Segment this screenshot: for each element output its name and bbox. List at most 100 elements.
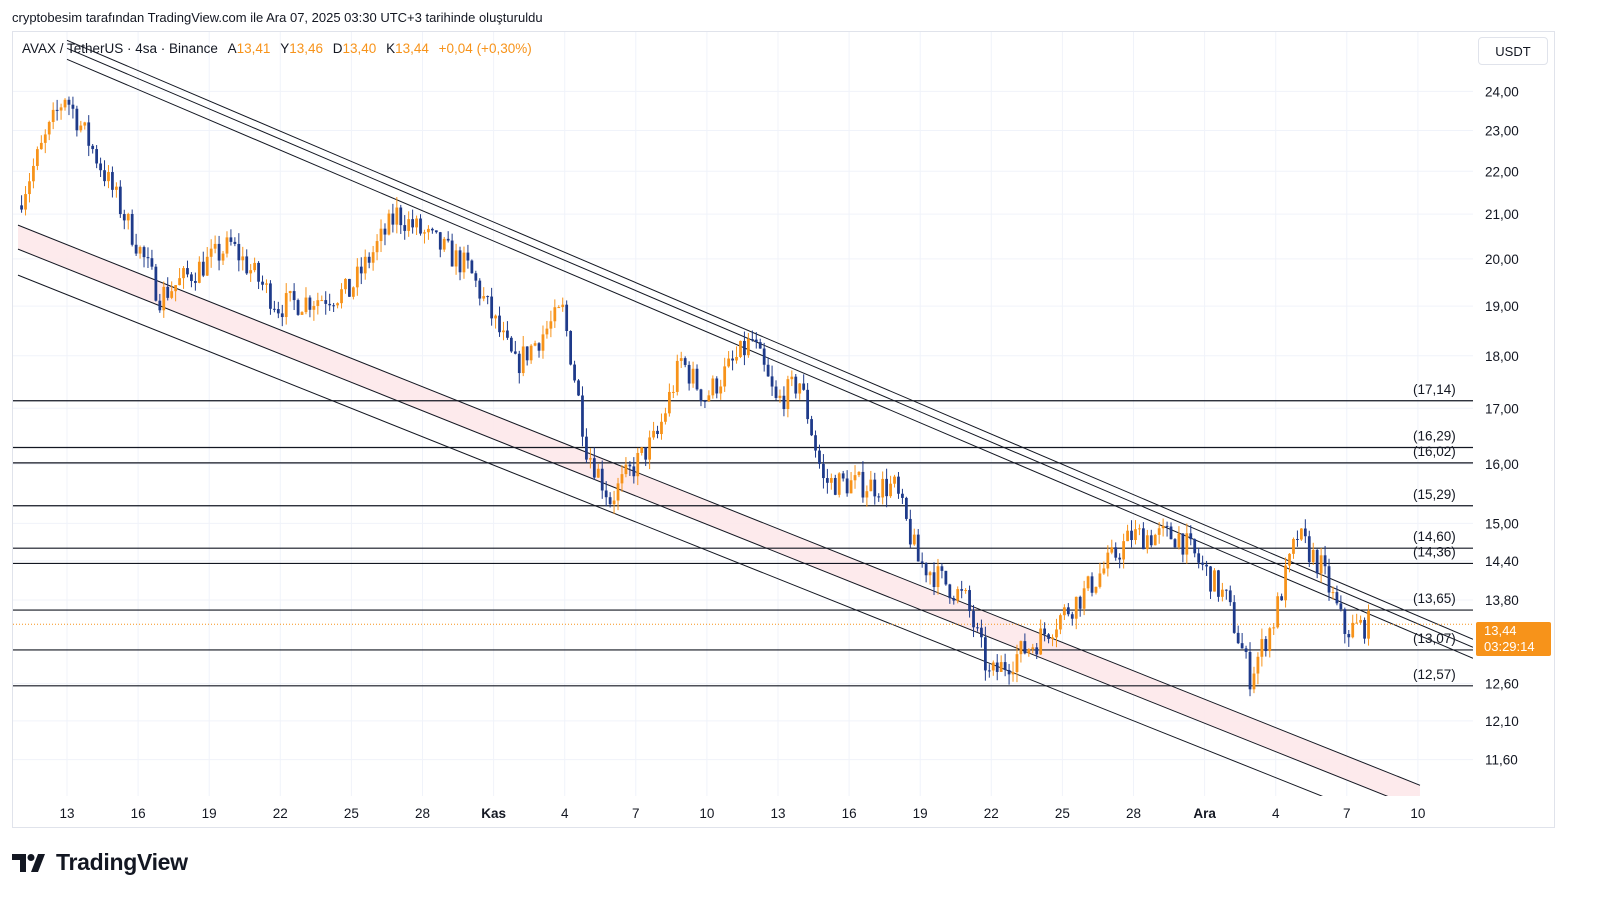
y-tick-label: 15,00 xyxy=(1485,516,1519,531)
candle-body xyxy=(217,243,221,261)
y-tick-label: 17,00 xyxy=(1485,401,1519,416)
candle xyxy=(1177,526,1181,550)
candle xyxy=(1015,644,1019,683)
candle xyxy=(375,234,379,261)
candle-body xyxy=(885,478,889,497)
candle xyxy=(1280,593,1284,601)
candle-body xyxy=(774,386,778,398)
descending-channel xyxy=(17,39,1473,796)
candle xyxy=(861,461,865,503)
currency-button[interactable]: USDT xyxy=(1478,37,1548,65)
candle-body xyxy=(158,300,162,311)
candle xyxy=(936,558,940,595)
candle-body xyxy=(1165,525,1169,527)
candle xyxy=(1165,521,1169,537)
candle xyxy=(1059,613,1062,635)
candle xyxy=(573,360,576,383)
candle-body xyxy=(541,334,545,351)
candle xyxy=(217,235,221,271)
candle-body xyxy=(944,570,948,585)
candle-body xyxy=(371,252,375,263)
candle xyxy=(656,425,659,439)
candle xyxy=(632,457,636,484)
candle xyxy=(679,351,683,368)
candle-body xyxy=(344,278,347,290)
candle-body xyxy=(107,172,110,182)
candle xyxy=(462,246,466,279)
candle xyxy=(237,233,241,272)
candle-body xyxy=(186,268,189,275)
level-label: (12,57) xyxy=(1413,667,1456,682)
candle xyxy=(162,281,166,318)
candle xyxy=(833,474,837,496)
candle-body xyxy=(438,232,442,250)
candle-body xyxy=(130,213,134,245)
candle xyxy=(932,562,936,596)
candle-body xyxy=(1169,526,1173,540)
candle xyxy=(79,120,83,133)
candle-body xyxy=(778,395,782,398)
candle-body xyxy=(193,281,197,283)
candle-body xyxy=(628,464,632,467)
tradingview-logo[interactable]: TradingView xyxy=(12,849,188,876)
candle-body xyxy=(20,205,23,210)
candle xyxy=(1296,530,1299,547)
candle xyxy=(628,461,632,476)
candle xyxy=(671,385,675,399)
candle xyxy=(363,249,367,280)
candle-body xyxy=(434,230,438,233)
candle xyxy=(383,223,387,246)
candle xyxy=(150,249,154,270)
candle xyxy=(245,249,249,275)
y-tick-label: 18,00 xyxy=(1485,349,1519,364)
candle xyxy=(197,256,201,284)
candle-body xyxy=(612,500,616,505)
candle xyxy=(1134,520,1137,545)
candle-body xyxy=(332,305,336,307)
candle-body xyxy=(470,260,474,274)
candle-body xyxy=(853,475,857,481)
candle xyxy=(545,320,549,339)
candle-body xyxy=(387,213,391,235)
candle-body xyxy=(1256,656,1260,674)
candle-body xyxy=(1240,643,1244,649)
candle-body xyxy=(79,125,83,131)
candle-body xyxy=(849,480,853,494)
candle xyxy=(371,245,375,271)
candle xyxy=(118,180,122,218)
candle-body xyxy=(399,207,403,226)
open-label: A xyxy=(227,41,237,56)
candle-body xyxy=(683,358,687,365)
candle xyxy=(419,214,422,236)
candle xyxy=(1220,582,1224,602)
candle xyxy=(810,415,813,437)
candle xyxy=(596,464,600,478)
candle xyxy=(592,447,596,480)
candle xyxy=(652,421,655,440)
candle-body xyxy=(592,458,596,478)
candle-body xyxy=(265,283,268,285)
candle-body xyxy=(1153,534,1157,546)
candle xyxy=(944,570,948,586)
candle xyxy=(304,287,308,315)
candle xyxy=(225,231,229,258)
candle-body xyxy=(1157,528,1161,535)
candle xyxy=(1193,538,1197,558)
candle-body xyxy=(952,598,956,601)
candle-body xyxy=(1035,647,1039,655)
candle-body xyxy=(1102,568,1106,574)
candle xyxy=(367,252,371,269)
candle-body xyxy=(703,400,707,402)
candle-body xyxy=(280,313,284,318)
candle-body xyxy=(308,297,312,310)
candle xyxy=(450,233,454,267)
candle xyxy=(1319,548,1323,583)
candle xyxy=(960,580,964,599)
candle-body xyxy=(324,300,328,304)
candle-body xyxy=(794,376,798,394)
candle-body xyxy=(537,343,541,351)
candle xyxy=(790,370,794,387)
candle-body xyxy=(178,278,181,286)
x-tick-label: 22 xyxy=(984,806,999,821)
